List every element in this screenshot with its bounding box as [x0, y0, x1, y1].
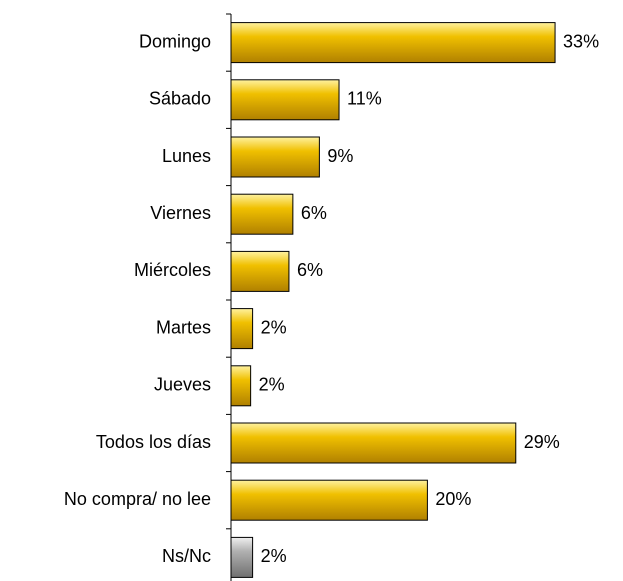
bar — [230, 79, 340, 121]
bar — [230, 422, 517, 464]
value-label: 9% — [327, 146, 353, 166]
category-label: Martes — [156, 317, 211, 337]
value-label: 6% — [301, 203, 327, 223]
category-label: Ns/Nc — [162, 546, 211, 566]
bar — [230, 136, 320, 178]
value-label: 20% — [435, 489, 471, 509]
category-label: Jueves — [154, 375, 211, 395]
bar — [230, 193, 294, 235]
category-label: Miércoles — [134, 260, 211, 280]
bar — [230, 22, 556, 64]
bar — [230, 250, 290, 292]
value-label: 33% — [563, 31, 599, 51]
bar — [230, 308, 254, 350]
bar — [230, 536, 254, 578]
bar — [230, 479, 428, 521]
value-label: 2% — [261, 546, 287, 566]
value-label: 2% — [261, 317, 287, 337]
category-label: Viernes — [150, 203, 211, 223]
category-label: Todos los días — [96, 432, 211, 452]
bar — [230, 365, 252, 407]
category-label: No compra/ no lee — [64, 489, 211, 509]
category-label: Sábado — [149, 89, 211, 109]
category-label: Lunes — [162, 146, 211, 166]
value-label: 29% — [524, 432, 560, 452]
category-label: Domingo — [139, 31, 211, 51]
value-label: 2% — [259, 375, 285, 395]
value-label: 6% — [297, 260, 323, 280]
value-label: 11% — [347, 89, 382, 109]
